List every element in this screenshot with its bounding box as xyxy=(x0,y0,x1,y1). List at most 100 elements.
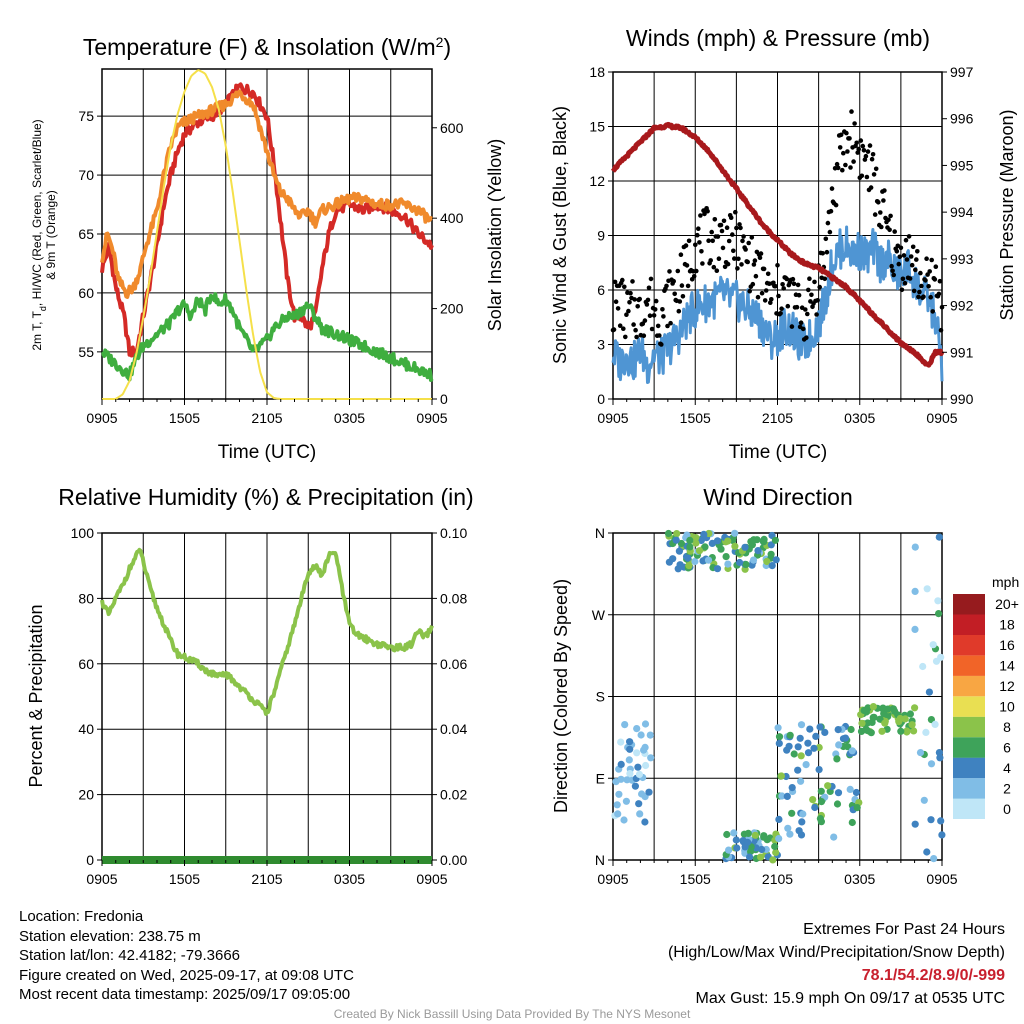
winds-ytick-label: 18 xyxy=(589,64,605,80)
direction-point xyxy=(797,777,805,785)
pressure-ylabel: Station Pressure (Maroon) xyxy=(997,109,1017,320)
gust-point xyxy=(860,143,866,149)
gust-point xyxy=(924,256,929,262)
gust-point xyxy=(864,174,870,180)
gust-point xyxy=(617,323,623,329)
direction-point xyxy=(938,831,946,839)
gust-point xyxy=(809,292,814,298)
gust-point xyxy=(686,238,692,244)
humidity-ytick-label: 80 xyxy=(78,590,94,606)
gust-point xyxy=(844,130,849,136)
gust-point xyxy=(684,263,690,268)
gust-point xyxy=(894,249,900,254)
direction-point xyxy=(923,585,931,593)
direction-point xyxy=(730,829,738,837)
direction-point xyxy=(816,723,824,731)
direction-point xyxy=(641,720,650,728)
direction-point xyxy=(834,789,843,797)
winds-ytick-label: 15 xyxy=(589,119,605,135)
direction-point xyxy=(935,610,943,618)
gust-point xyxy=(897,254,903,260)
temp9m-series-line xyxy=(100,89,434,299)
gust-point xyxy=(653,298,659,304)
gust-point xyxy=(719,228,725,234)
direction-point xyxy=(746,853,754,861)
gust-point xyxy=(671,278,676,284)
colorbar-label: 12 xyxy=(999,678,1015,694)
gust-point xyxy=(677,299,683,304)
gust-point xyxy=(870,152,876,157)
gust-point xyxy=(628,290,633,296)
direction-point xyxy=(804,749,813,757)
direction-point xyxy=(736,558,744,567)
humidity-panel: Relative Humidity (%) & Precipitation (i… xyxy=(26,484,474,887)
gust-point xyxy=(795,282,801,288)
winds-xlabel: Time (UTC) xyxy=(729,442,828,463)
gust-point xyxy=(909,262,915,268)
direction-point xyxy=(821,728,829,737)
direction-point xyxy=(852,788,861,797)
gust-point xyxy=(705,208,710,214)
gust-point xyxy=(806,287,811,293)
gust-point xyxy=(903,237,909,243)
direction-point xyxy=(733,844,741,852)
gust-point xyxy=(632,297,637,302)
direction-point xyxy=(741,543,749,551)
direction-point xyxy=(901,715,909,723)
gust-point xyxy=(711,264,717,270)
pressure-series-line xyxy=(610,121,945,368)
gust-point xyxy=(745,259,750,265)
direction-point xyxy=(713,565,722,573)
gust-point xyxy=(726,238,732,244)
colorbar-label: 20+ xyxy=(995,596,1019,612)
humidity-ytick-label: 20 xyxy=(78,787,94,803)
direction-point xyxy=(772,556,780,564)
precip-ytick-label: 0.10 xyxy=(440,525,467,541)
direction-point xyxy=(641,818,649,826)
direction-point xyxy=(622,797,631,805)
max-gust: Max Gust: 15.9 mph On 09/17 at 0535 UTC xyxy=(695,990,1006,1007)
direction-point xyxy=(749,556,758,564)
gust-point xyxy=(823,236,829,242)
gust-point xyxy=(923,278,928,283)
temperature-ytick-label: 55 xyxy=(78,344,94,360)
gust-point xyxy=(849,109,854,114)
station-latlon: Station lat/lon: 42.4182; -79.3666 xyxy=(19,947,241,964)
gust-point xyxy=(838,132,844,138)
gust-point xyxy=(872,212,878,217)
gust-point xyxy=(918,270,923,276)
gust-point xyxy=(675,268,681,274)
direction-point xyxy=(922,728,930,737)
direction-point xyxy=(911,587,919,596)
gust-point xyxy=(843,162,848,168)
direction-point xyxy=(876,715,884,723)
humidity-xtick-label: 2105 xyxy=(251,871,282,887)
gust-point xyxy=(892,229,897,234)
direction-point xyxy=(744,829,752,838)
gust-point xyxy=(652,307,658,312)
direction-point xyxy=(646,731,654,739)
gust-point xyxy=(761,266,767,272)
gust-point xyxy=(633,327,638,333)
gust-point xyxy=(694,268,699,274)
direction-point xyxy=(897,727,905,735)
gust-point xyxy=(780,282,785,287)
gust-point xyxy=(852,121,857,126)
direction-point xyxy=(633,725,641,733)
direction-point xyxy=(889,705,898,713)
temperature-xlabel: Time (UTC) xyxy=(218,442,317,463)
gust-point xyxy=(731,248,736,254)
gust-point xyxy=(715,234,721,239)
direction-point xyxy=(830,833,838,841)
direction-point xyxy=(699,557,707,565)
gust-point xyxy=(683,243,689,248)
gust-point xyxy=(722,264,728,270)
direction-point xyxy=(708,539,716,548)
colorbar-swatch xyxy=(953,757,985,779)
direction-point xyxy=(724,537,732,545)
direction-point xyxy=(635,800,643,808)
temperature-ylabel-line1: 2m T, Td, HI/WC (Red, Green, Scarlet/Blu… xyxy=(30,119,48,350)
temperature-ytick-label: 60 xyxy=(78,285,94,301)
humidity-ylabel: Percent & Precipitation xyxy=(26,604,46,787)
direction-point xyxy=(796,734,804,742)
